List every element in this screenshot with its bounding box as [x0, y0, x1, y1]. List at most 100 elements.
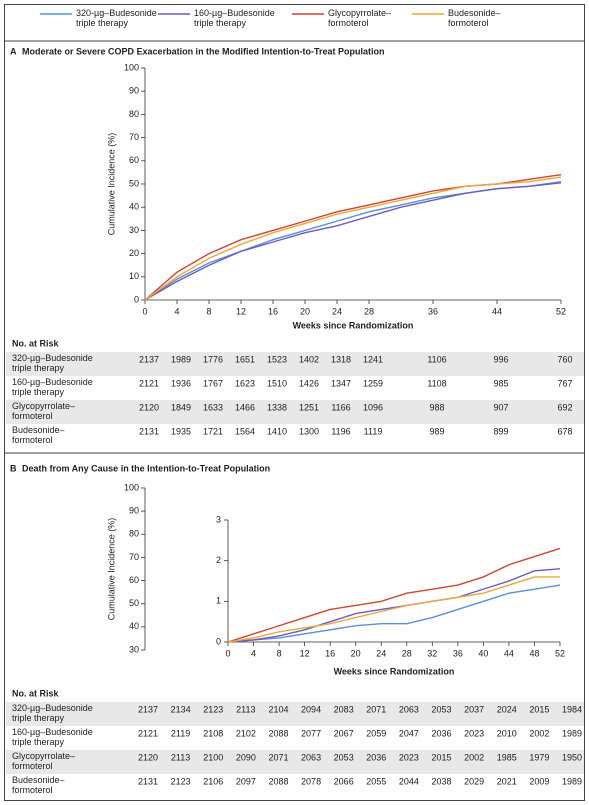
- at-risk-value: 1984: [562, 704, 582, 714]
- y-axis-label: Cumulative Incidence (%): [106, 518, 116, 621]
- y-tick-label: 100: [124, 482, 139, 492]
- x-tick-label: 24: [332, 306, 342, 316]
- panel-label: A: [10, 46, 17, 56]
- curve: [144, 180, 562, 301]
- row-label: Glycopyrrolate– formoterol: [12, 751, 75, 771]
- y-tick-label: 0: [216, 636, 221, 646]
- at-risk-title: No. at Risk: [12, 338, 60, 348]
- at-risk-value: 2137: [138, 704, 158, 714]
- x-tick-label: 28: [402, 648, 412, 658]
- at-risk-value: 1510: [267, 378, 287, 388]
- at-risk-value: 2023: [399, 752, 419, 762]
- at-risk-value: 1106: [427, 354, 446, 364]
- at-risk-value: 1426: [299, 378, 319, 388]
- at-risk-value: 2071: [366, 704, 386, 714]
- y-tick-label: 90: [129, 86, 139, 96]
- at-risk-value: 1300: [299, 426, 319, 436]
- y-tick-label: 70: [129, 132, 139, 142]
- at-risk-value: 2121: [139, 378, 159, 388]
- at-risk-value: 2053: [334, 752, 354, 762]
- at-risk-value: 2024: [497, 704, 517, 714]
- x-tick-label: 32: [427, 648, 437, 658]
- y-tick-label: 60: [129, 155, 139, 165]
- at-risk-value: 2137: [139, 354, 159, 364]
- y-tick-label: 2: [216, 555, 221, 565]
- at-risk-value: 1410: [267, 426, 287, 436]
- y-tick-label: 60: [129, 575, 139, 585]
- at-risk-value: 2119: [171, 728, 190, 738]
- panel-label: B: [10, 463, 17, 473]
- at-risk-value: 907: [493, 402, 508, 412]
- y-tick-label: 80: [129, 109, 139, 119]
- at-risk-value: 2123: [203, 704, 223, 714]
- legend-label: 160-µg–Budesonide triple therapy: [194, 8, 275, 28]
- at-risk-value: 678: [557, 426, 572, 436]
- x-tick-label: 44: [504, 648, 514, 658]
- y-tick-label: 90: [129, 506, 139, 516]
- at-risk-value: 2063: [399, 704, 419, 714]
- at-risk-value: 2100: [203, 752, 223, 762]
- at-risk-value: 989: [429, 426, 444, 436]
- at-risk-value: 2134: [171, 704, 191, 714]
- at-risk-value: 2053: [432, 704, 452, 714]
- at-risk-value: 2067: [334, 728, 354, 738]
- at-risk-value: 2088: [268, 728, 288, 738]
- at-risk-value: 2029: [464, 776, 484, 786]
- at-risk-value: 2131: [138, 776, 158, 786]
- x-tick-label: 4: [174, 306, 179, 316]
- at-risk-value: 2066: [334, 776, 354, 786]
- y-tick-label: 70: [129, 552, 139, 562]
- at-risk-value: 1623: [235, 378, 255, 388]
- curve: [227, 568, 561, 643]
- at-risk-value: 2078: [301, 776, 321, 786]
- at-risk-value: 1767: [203, 378, 223, 388]
- at-risk-value: 2094: [301, 704, 321, 714]
- at-risk-value: 2059: [366, 728, 386, 738]
- at-risk-value: 2002: [464, 752, 484, 762]
- at-risk-value: 2123: [171, 776, 191, 786]
- x-tick-label: 28: [364, 306, 374, 316]
- row-label: 160-µg–Budesonide triple therapy: [12, 377, 93, 397]
- at-risk-value: 692: [557, 402, 572, 412]
- x-tick-label: 12: [300, 648, 310, 658]
- x-tick-label: 40: [478, 648, 488, 658]
- row-label: Budesonide– formoterol: [12, 775, 65, 795]
- at-risk-value: 988: [429, 402, 444, 412]
- at-risk-value: 2071: [268, 752, 288, 762]
- y-tick-label: 50: [129, 178, 139, 188]
- at-risk-value: 1196: [331, 426, 350, 436]
- row-label: 320-µg–Budesonide triple therapy: [12, 703, 93, 723]
- at-risk-value: 2104: [268, 704, 288, 714]
- x-tick-label: 20: [300, 306, 310, 316]
- at-risk-value: 2083: [334, 704, 354, 714]
- row-label: Glycopyrrolate– formoterol: [12, 401, 75, 421]
- legend-label: Budesonide– formoterol: [448, 8, 501, 28]
- at-risk-value: 1402: [299, 354, 319, 364]
- at-risk-title: No. at Risk: [12, 688, 60, 698]
- at-risk-value: 2021: [497, 776, 517, 786]
- x-tick-label: 0: [225, 648, 230, 658]
- legend-label: 320-µg–Budesonide triple therapy: [76, 8, 157, 28]
- row-background: [6, 352, 584, 376]
- row-background: [6, 702, 584, 726]
- at-risk-value: 760: [557, 354, 572, 364]
- at-risk-value: 1979: [529, 752, 549, 762]
- x-axis-label: Weeks since Randomization: [293, 320, 414, 330]
- y-tick-label: 10: [129, 271, 139, 281]
- y-tick-label: 20: [129, 248, 139, 258]
- at-risk-value: 2131: [139, 426, 159, 436]
- at-risk-value: 2088: [268, 776, 288, 786]
- at-risk-value: 1259: [363, 378, 383, 388]
- at-risk-value: 1108: [427, 378, 446, 388]
- at-risk-value: 2113: [171, 752, 190, 762]
- row-background: [6, 750, 584, 774]
- at-risk-value: 1166: [331, 402, 350, 412]
- y-tick-label: 40: [129, 202, 139, 212]
- at-risk-value: 2102: [236, 728, 256, 738]
- curve: [227, 584, 561, 643]
- x-tick-label: 48: [529, 648, 539, 658]
- at-risk-value: 2015: [432, 752, 452, 762]
- y-tick-label: 0: [134, 294, 139, 304]
- at-risk-value: 1318: [331, 354, 351, 364]
- at-risk-value: 2120: [139, 402, 159, 412]
